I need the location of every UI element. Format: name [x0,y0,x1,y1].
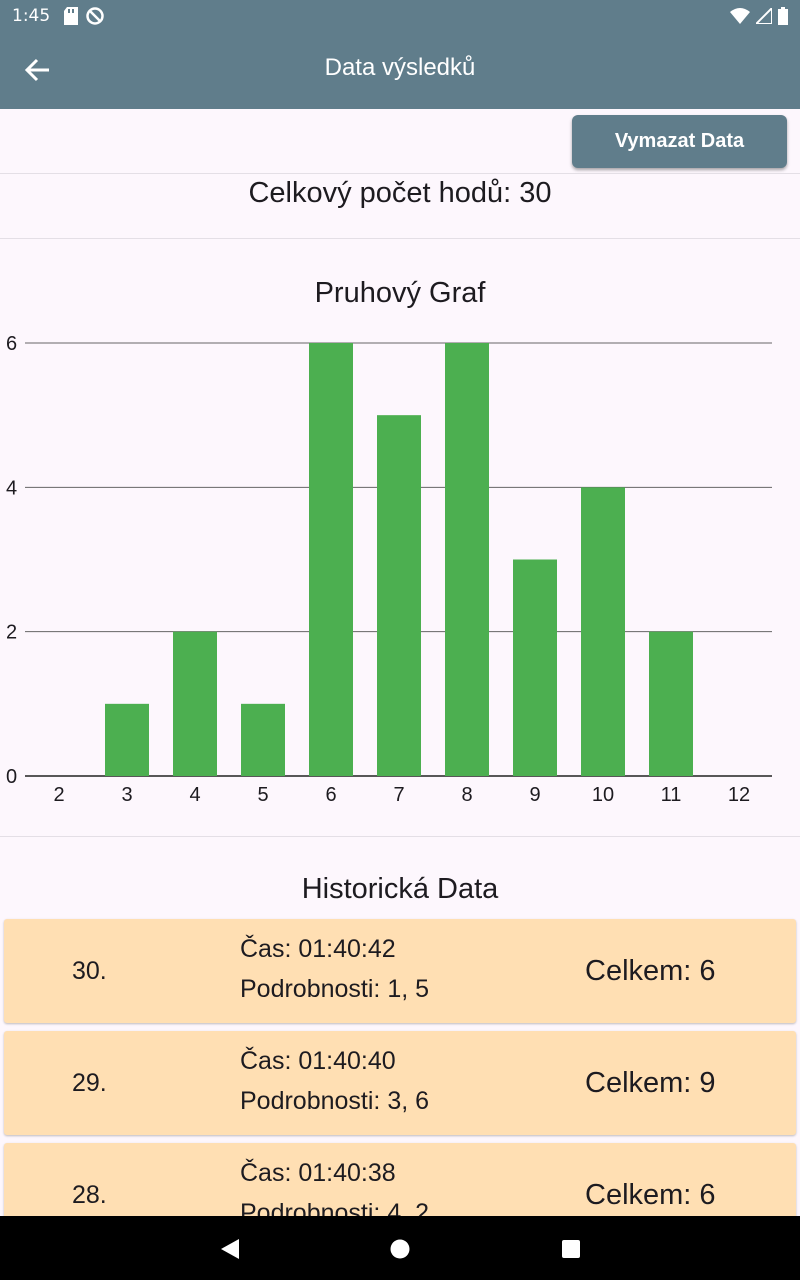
arrow-back-icon[interactable] [22,54,54,86]
status-time: 1:45 [12,6,51,26]
app-bar: Data výsledků [0,32,800,109]
nav-home-icon[interactable] [389,1238,411,1260]
y-tick-label: 2 [6,622,17,644]
history-item-total: Celkem: 9 [585,1067,716,1099]
clear-data-button[interactable]: Vymazat Data [572,115,787,168]
history-list: 30. Čas: 01:40:42 Podrobnosti: 1, 5 Celkem:… [4,919,796,1255]
x-tick-label: 7 [393,784,404,806]
history-item-time: Čas: 01:40:42 [240,935,396,963]
history-item-index: 28. [72,1181,107,1209]
chart-title: Pruhový Graf [314,277,486,309]
bar [513,559,557,776]
y-tick-label: 6 [6,333,17,355]
divider [0,238,800,239]
bar [241,703,285,776]
bar [105,703,149,776]
bar [377,415,421,776]
x-tick-label: 8 [461,784,472,806]
do-not-disturb-icon [86,7,104,25]
x-tick-label: 6 [325,784,336,806]
history-item-details: Podrobnosti: 3, 6 [240,1087,430,1115]
battery-icon [778,7,788,25]
status-bar: 1:45 [0,0,800,32]
bar-chart: 0 2 4 6 2 3 4 5 6 7 8 9 10 11 12 [6,333,772,806]
x-tick-label: 12 [728,784,750,806]
x-tick-label: 4 [189,784,200,806]
y-tick-label: 4 [6,477,17,499]
bar [173,631,217,776]
history-item-time: Čas: 01:40:40 [240,1047,396,1075]
bar [649,631,693,776]
nav-back-icon[interactable] [219,1238,241,1260]
history-item-index: 29. [72,1069,107,1097]
nav-recents-icon[interactable] [560,1238,582,1260]
x-tick-label: 3 [121,784,132,806]
y-tick-label: 0 [6,766,17,788]
history-item-details: Podrobnosti: 1, 5 [240,975,430,1003]
bar [309,343,353,776]
history-title: Historická Data [301,873,499,905]
x-tick-label: 9 [529,784,540,806]
divider [0,173,800,174]
wifi-icon [730,8,750,24]
bar [581,487,625,776]
history-item-index: 30. [72,957,107,985]
divider [0,836,800,837]
history-item-time: Čas: 01:40:38 [240,1159,396,1187]
cellular-signal-icon [756,8,772,24]
navigation-bar [0,1216,800,1280]
history-item-total: Celkem: 6 [585,1179,716,1211]
x-tick-label: 2 [53,784,64,806]
x-tick-label: 10 [592,784,614,806]
x-tick-label: 5 [257,784,268,806]
history-item-total: Celkem: 6 [585,955,716,987]
x-tick-label: 11 [661,784,682,806]
bar [445,343,489,776]
history-item: 30. Čas: 01:40:42 Podrobnosti: 1, 5 Celkem:… [4,919,796,1023]
history-item: 29. Čas: 01:40:40 Podrobnosti: 3, 6 Celkem:… [4,1031,796,1135]
total-throws-label: Celkový počet hodů: 30 [248,177,552,209]
page-title: Data výsledků [324,54,476,81]
sd-card-icon [64,7,78,25]
